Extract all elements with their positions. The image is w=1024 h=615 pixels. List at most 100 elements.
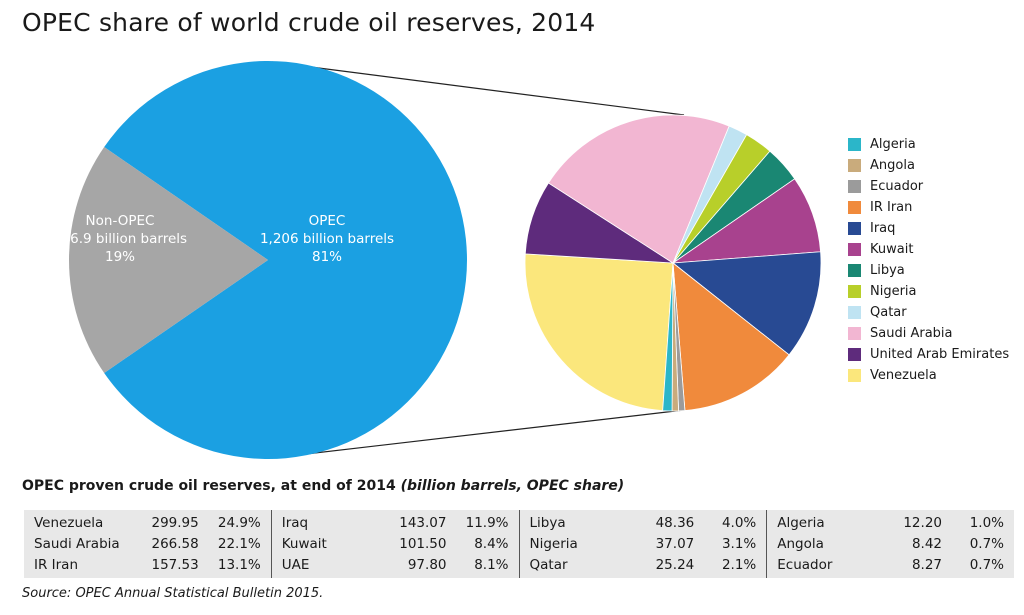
- slice-label-non-opec: Non-OPEC 286.9 billion barrels 19%: [53, 213, 187, 265]
- table-row: Nigeria 37.07 3.1%: [520, 533, 767, 554]
- opec-share: 1.0%: [969, 514, 1004, 531]
- table-title: OPEC proven crude oil reserves, at end o…: [22, 478, 625, 494]
- legend-item-qatar: Qatar: [848, 302, 1009, 323]
- table-column: Libya 48.36 4.0% Nigeria 37.07 3.1% Qatar 25.24…: [520, 510, 768, 578]
- legend-label: Nigeria: [870, 284, 917, 299]
- table-row: Venezuela 299.95 24.9%: [24, 512, 271, 533]
- table-row: Iraq 143.07 11.9%: [272, 512, 519, 533]
- table-column: Algeria 12.20 1.0% Angola 8.42 0.7% Ecuador 8.2…: [767, 510, 1014, 578]
- opec-share: 0.7%: [969, 557, 1004, 574]
- connector-bottom: [271, 409, 685, 459]
- country-name: Iraq: [281, 514, 309, 531]
- pie-charts: OPEC 1,206 billion barrels 81% Non-OPEC 286.…: [53, 60, 822, 459]
- chart-title: OPEC share of world crude oil reserves, …: [22, 8, 596, 37]
- opec-share: 4.0%: [721, 514, 757, 531]
- country-name: Qatar: [529, 557, 568, 574]
- table-row: Algeria 12.20 1.0%: [767, 512, 1014, 533]
- connector-lines: [271, 61, 685, 459]
- pie-slice-iraq: [671, 251, 822, 356]
- opec-share: 24.9%: [217, 514, 261, 531]
- legend-swatch: [848, 138, 861, 151]
- legend-label: Venezuela: [870, 368, 937, 383]
- legend-item-saudi-arabia: Saudi Arabia: [848, 323, 1009, 344]
- legend-label: Iraq: [870, 221, 896, 236]
- legend-swatch: [848, 369, 861, 382]
- legend: Algeria Angola Ecuador IR Iran Iraq Kuwait Lib…: [848, 134, 1009, 386]
- legend-swatch: [848, 222, 861, 235]
- table-row: IR Iran 157.53 13.1%: [24, 555, 271, 576]
- reserve-value: 101.50: [399, 535, 447, 552]
- reserve-value: 12.20: [903, 514, 942, 531]
- table-column: Iraq 143.07 11.9% Kuwait 101.50 8.4% UAE 97.80 8…: [272, 510, 520, 578]
- pie-slice-saudi-arabia: [547, 114, 730, 264]
- legend-swatch: [848, 306, 861, 319]
- opec-share: 0.7%: [969, 535, 1004, 552]
- legend-label: Kuwait: [870, 242, 914, 257]
- pie-slice-ir-iran: [672, 262, 790, 411]
- legend-swatch: [848, 180, 861, 193]
- reserve-value: 25.24: [655, 557, 695, 574]
- big-pie-labels: OPEC 1,206 billion barrels 81% Non-OPEC 286.…: [53, 213, 394, 265]
- opec-share: 8.1%: [474, 557, 509, 574]
- country-name: Kuwait: [281, 535, 327, 552]
- country-name: IR Iran: [34, 557, 79, 574]
- legend-label: United Arab Emirates: [870, 347, 1010, 362]
- legend-swatch: [848, 348, 861, 361]
- reserve-value: 8.27: [911, 557, 942, 574]
- reserve-value: 157.53: [151, 557, 199, 574]
- legend-label: Algeria: [870, 137, 916, 152]
- country-name: Algeria: [777, 514, 825, 531]
- country-name: UAE: [281, 557, 310, 574]
- table-row: Qatar 25.24 2.1%: [520, 555, 767, 576]
- reserve-value: 299.95: [151, 514, 199, 531]
- legend-swatch: [848, 285, 861, 298]
- reserve-value: 266.58: [151, 535, 199, 552]
- connector-top: [271, 61, 685, 116]
- legend-item-algeria: Algeria: [848, 134, 1009, 155]
- legend-label: Qatar: [870, 305, 907, 320]
- table-row: Kuwait 101.50 8.4%: [272, 533, 519, 554]
- legend-item-nigeria: Nigeria: [848, 281, 1009, 302]
- country-name: Ecuador: [777, 557, 833, 574]
- country-name: Angola: [777, 535, 824, 552]
- slice-label-opec: OPEC 1,206 billion barrels 81%: [260, 213, 394, 265]
- pie-slice-opec: [104, 60, 467, 459]
- reserve-value: 8.42: [911, 535, 942, 552]
- legend-swatch: [848, 327, 861, 340]
- table-column: Venezuela 299.95 24.9% Saudi Arabia 266.58 22…: [24, 510, 272, 578]
- country-name: Nigeria: [529, 535, 578, 552]
- legend-label: Saudi Arabia: [870, 326, 953, 341]
- legend-item-angola: Angola: [848, 155, 1009, 176]
- legend-swatch: [848, 201, 861, 214]
- table-row: Angola 8.42 0.7%: [767, 533, 1014, 554]
- legend-item-kuwait: Kuwait: [848, 239, 1009, 260]
- opec-members-pie: [524, 114, 822, 412]
- legend-swatch: [848, 159, 861, 172]
- table-row: Saudi Arabia 266.58 22.1%: [24, 533, 271, 554]
- legend-label: Libya: [870, 263, 905, 278]
- legend-label: IR Iran: [870, 200, 913, 215]
- legend-swatch: [848, 264, 861, 277]
- legend-item-venezuela: Venezuela: [848, 365, 1009, 386]
- legend-item-iraq: Iraq: [848, 218, 1009, 239]
- opec-share: 22.1%: [217, 535, 261, 552]
- reserve-value: 97.80: [407, 557, 447, 574]
- table-row: Libya 48.36 4.0%: [520, 512, 767, 533]
- legend-item-libya: Libya: [848, 260, 1009, 281]
- source-note: Source: OPEC Annual Statistical Bulletin…: [22, 586, 324, 601]
- legend-label: Angola: [870, 158, 915, 173]
- reserve-value: 37.07: [655, 535, 695, 552]
- opec-share: 13.1%: [217, 557, 261, 574]
- legend-item-united-arab-emirates: United Arab Emirates: [848, 344, 1009, 365]
- reserve-value: 143.07: [399, 514, 447, 531]
- opec-share: 11.9%: [465, 514, 509, 531]
- pie-slice-non-opec: [68, 147, 269, 373]
- country-name: Venezuela: [34, 514, 104, 531]
- pie-slice-venezuela: [524, 253, 674, 412]
- reserves-table: Venezuela 299.95 24.9% Saudi Arabia 266.58 22…: [24, 510, 1014, 578]
- reserve-value: 48.36: [655, 514, 695, 531]
- opec-share: 2.1%: [721, 557, 757, 574]
- opec-vs-nonopec-pie: [68, 60, 467, 459]
- legend-item-ir-iran: IR Iran: [848, 197, 1009, 218]
- legend-label: Ecuador: [870, 179, 924, 194]
